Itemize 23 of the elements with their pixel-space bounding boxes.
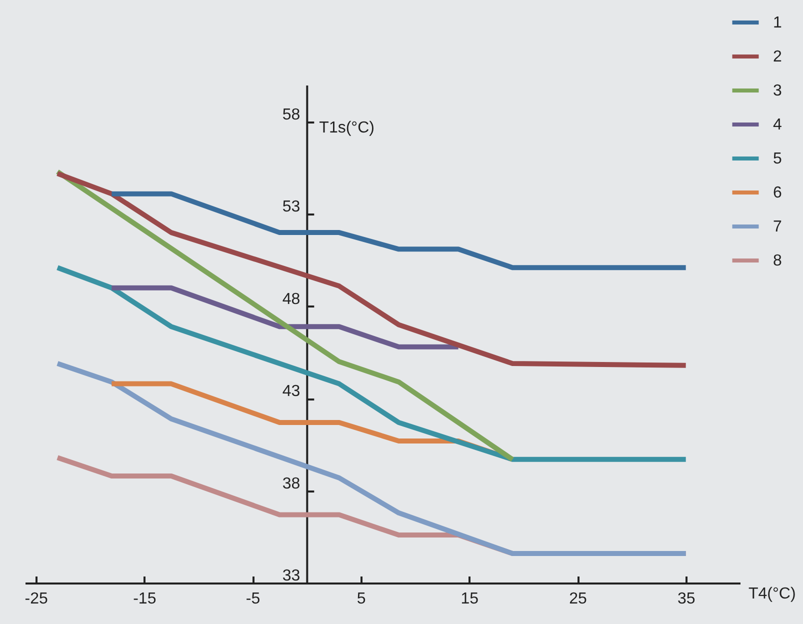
x-tick-label: 5 bbox=[356, 590, 366, 608]
legend-label: 1 bbox=[773, 14, 782, 32]
x-axis-title: T4(°C) bbox=[748, 586, 796, 602]
x-tick-label: -25 bbox=[24, 590, 48, 608]
x-tick-label: -15 bbox=[133, 590, 156, 608]
y-tick-label: 53 bbox=[282, 198, 300, 216]
x-tick-label: 25 bbox=[569, 590, 587, 608]
legend-label: 5 bbox=[773, 150, 782, 168]
y-tick-label: 58 bbox=[282, 106, 300, 124]
y-tick-label: 33 bbox=[282, 568, 300, 584]
y-tick-label: 38 bbox=[282, 475, 300, 492]
y-tick-label: 48 bbox=[282, 290, 300, 308]
legend-label: 7 bbox=[773, 218, 782, 236]
legend-label: 4 bbox=[773, 116, 782, 134]
x-tick-label: 35 bbox=[677, 590, 696, 608]
legend-label: 6 bbox=[773, 184, 782, 202]
x-tick-label: 15 bbox=[460, 590, 479, 608]
y-tick-label: 43 bbox=[282, 383, 300, 400]
y-axis-title: T1s(°C) bbox=[319, 120, 374, 136]
legend-label: 8 bbox=[773, 252, 782, 270]
legend-label: 3 bbox=[773, 82, 782, 100]
legend-label: 2 bbox=[773, 48, 782, 66]
x-tick-label: -5 bbox=[246, 590, 260, 608]
